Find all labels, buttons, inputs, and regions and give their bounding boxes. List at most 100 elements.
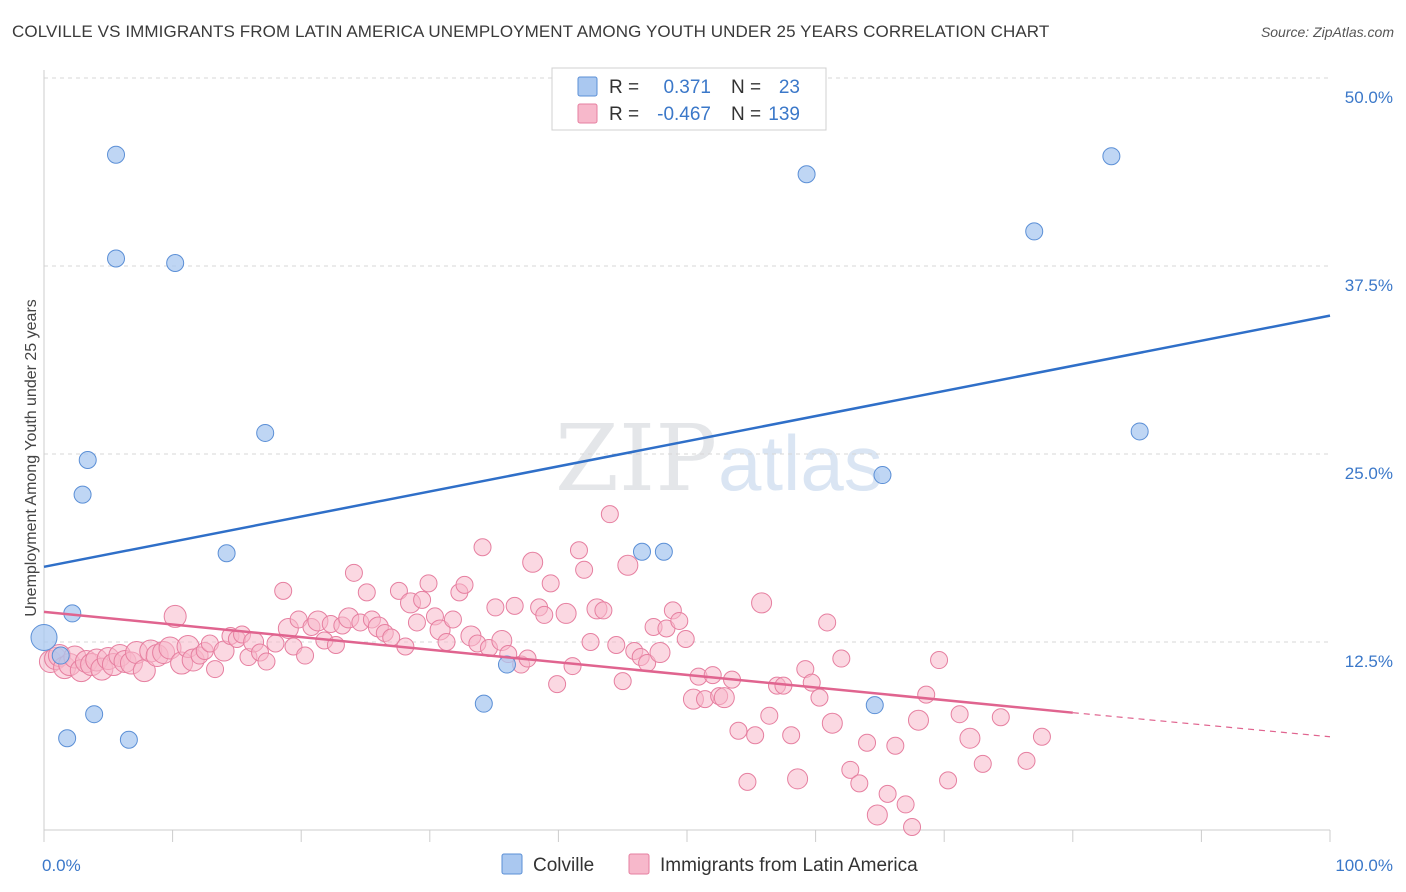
y-axis-title: Unemployment Among Youth under 25 years xyxy=(23,299,40,617)
data-point-latin xyxy=(206,660,225,679)
data-point-latin xyxy=(821,712,843,734)
data-point-latin xyxy=(548,675,567,694)
data-point-latin xyxy=(274,581,293,600)
data-point-colville xyxy=(78,451,97,470)
legend-r-label: R = xyxy=(609,77,639,98)
data-point-latin xyxy=(866,804,888,826)
series-colville xyxy=(30,145,1149,749)
data-point-latin xyxy=(407,613,426,632)
data-point-latin xyxy=(600,505,619,524)
data-point-latin xyxy=(787,768,809,790)
data-point-latin xyxy=(413,590,432,609)
trend-lines xyxy=(43,314,1331,738)
data-point-latin xyxy=(841,760,860,779)
data-point-latin xyxy=(930,651,949,670)
data-point-colville xyxy=(85,705,104,724)
chart-title: COLVILLE VS IMMIGRANTS FROM LATIN AMERIC… xyxy=(12,22,1050,41)
data-point-latin xyxy=(760,706,779,725)
x-tick-label: 0.0% xyxy=(42,856,81,875)
data-point-latin xyxy=(738,772,757,791)
data-point-latin xyxy=(594,601,613,620)
data-point-latin xyxy=(903,817,922,836)
data-point-latin xyxy=(344,563,363,582)
correlation-legend: R = 0.371 N = 23 R = -0.467 N = 139 xyxy=(551,67,827,131)
data-point-latin xyxy=(703,666,722,685)
data-point-latin xyxy=(858,733,877,752)
data-point-colville xyxy=(865,696,884,715)
y-tick-label: 50.0% xyxy=(1345,88,1393,107)
data-point-colville xyxy=(256,423,275,442)
data-point-colville xyxy=(30,623,58,651)
data-point-latin xyxy=(437,633,456,651)
data-point-latin xyxy=(850,774,869,793)
bottom-legend-latin: Immigrants from Latin America xyxy=(660,855,918,876)
legend-r-value: 0.371 xyxy=(663,77,711,98)
bottom-legend-swatch-latin xyxy=(628,853,650,875)
data-point-latin xyxy=(581,633,600,651)
series-immigrants-latin-america xyxy=(38,505,1051,836)
data-point-latin xyxy=(1032,727,1051,746)
watermark-zip: ZIP xyxy=(555,405,717,512)
data-point-latin xyxy=(751,592,773,614)
data-point-latin xyxy=(613,672,632,691)
data-point-latin xyxy=(991,708,1010,727)
data-point-latin xyxy=(649,642,671,664)
data-point-colville xyxy=(1102,147,1121,166)
data-point-latin xyxy=(950,705,969,724)
data-point-latin xyxy=(163,604,187,628)
data-point-latin xyxy=(676,629,695,648)
legend-r-value: -0.467 xyxy=(657,104,711,125)
data-point-latin xyxy=(257,652,276,671)
trend-line-latin xyxy=(43,610,1073,714)
data-point-latin xyxy=(729,721,748,740)
y-tick-labels: 12.5% 25.0% 37.5% 50.0% xyxy=(1345,88,1393,671)
data-point-latin xyxy=(832,649,851,668)
data-point-latin xyxy=(878,784,897,803)
data-point-latin xyxy=(541,574,560,593)
data-point-latin xyxy=(419,574,438,593)
data-point-colville xyxy=(73,485,92,504)
data-point-latin xyxy=(389,581,408,600)
x-tick-label: 100.0% xyxy=(1335,856,1393,875)
data-point-colville xyxy=(1130,422,1149,441)
data-point-colville xyxy=(166,253,185,272)
x-tick-labels: 0.0% 100.0% xyxy=(42,856,1393,875)
legend-n-label: N = xyxy=(731,104,761,125)
data-point-latin xyxy=(455,575,474,594)
data-point-latin xyxy=(522,551,544,573)
trend-line-colville xyxy=(43,314,1331,569)
bottom-legend-swatch-colville xyxy=(501,853,523,875)
data-point-latin xyxy=(617,554,639,576)
y-tick-label: 25.0% xyxy=(1345,464,1393,483)
axes xyxy=(43,70,1331,842)
data-point-latin xyxy=(886,736,905,755)
data-point-colville xyxy=(654,542,673,561)
data-point-latin xyxy=(959,727,981,749)
legend-n-label: N = xyxy=(731,77,761,98)
data-point-latin xyxy=(917,685,936,704)
data-point-colville xyxy=(797,165,816,184)
data-point-latin xyxy=(713,687,735,709)
data-point-colville xyxy=(873,466,892,485)
source-label: Source: ZipAtlas.com xyxy=(1260,24,1394,40)
data-point-colville xyxy=(474,694,493,713)
data-point-latin xyxy=(670,611,689,630)
data-point-latin xyxy=(607,636,626,655)
data-point-latin xyxy=(505,596,524,615)
data-point-latin xyxy=(443,610,462,629)
data-point-colville xyxy=(107,145,126,164)
legend-n-value: 139 xyxy=(768,104,800,125)
data-point-colville xyxy=(217,544,236,563)
data-point-latin xyxy=(569,541,588,560)
data-point-latin xyxy=(296,646,315,665)
data-point-latin xyxy=(939,771,958,790)
bottom-legend-colville: Colville xyxy=(533,855,594,876)
data-point-latin xyxy=(973,754,992,773)
y-tick-label: 12.5% xyxy=(1345,652,1393,671)
legend-n-value: 23 xyxy=(779,77,800,98)
legend-swatch-colville xyxy=(577,76,598,97)
data-point-latin xyxy=(907,709,929,731)
watermark-atlas: atlas xyxy=(718,419,883,507)
series-legend: Colville Immigrants from Latin America xyxy=(501,853,918,876)
